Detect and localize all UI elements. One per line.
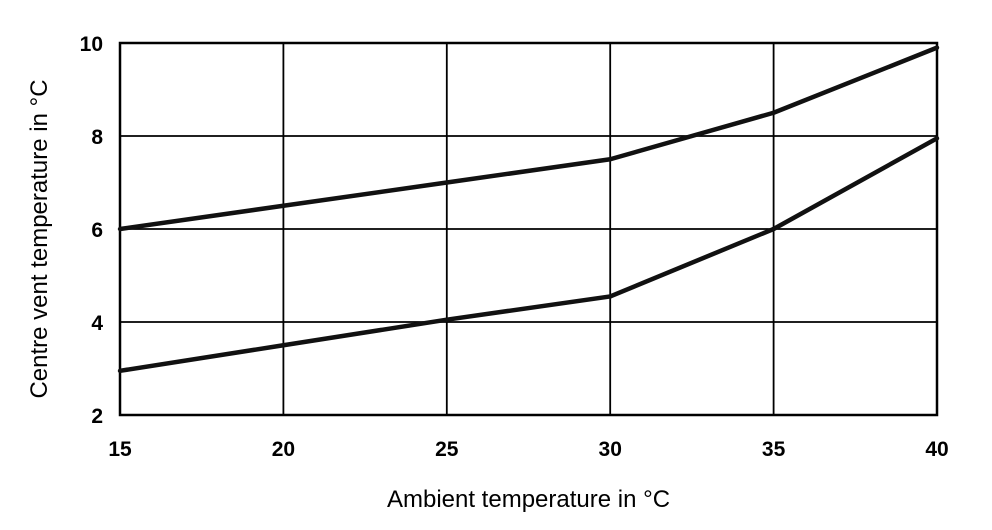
data-point — [117, 226, 123, 232]
y-tick-label: 6 — [91, 219, 103, 242]
y-axis-label: Centre vent temperature in °C — [26, 79, 53, 398]
data-point — [934, 136, 940, 141]
x-tick-label: 25 — [435, 438, 459, 461]
y-tick-label: 10 — [80, 33, 103, 56]
y-tick-label: 2 — [91, 405, 103, 428]
x-tick-label: 30 — [599, 438, 622, 461]
x-tick-label: 15 — [108, 438, 132, 461]
series-layer — [117, 45, 940, 374]
data-point — [608, 157, 613, 162]
x-axis-label: Ambient temperature in °C — [387, 486, 670, 513]
series-line-2 — [119, 136, 939, 374]
data-point — [117, 368, 123, 374]
data-point — [771, 226, 776, 232]
x-tick-label: 20 — [272, 438, 295, 461]
y-tick-label: 8 — [91, 126, 103, 149]
y-tick-labels: 2 4 6 8 10 — [80, 33, 104, 428]
data-point — [444, 317, 449, 322]
x-tick-label: 35 — [762, 438, 786, 461]
data-point — [281, 203, 286, 208]
data-point — [444, 180, 449, 185]
data-point — [934, 45, 940, 50]
series-line-1 — [119, 45, 938, 232]
x-tick-labels: 15 20 25 30 35 40 — [108, 438, 948, 461]
data-point — [608, 294, 613, 299]
x-tick-label: 40 — [925, 438, 948, 461]
y-tick-label: 4 — [91, 312, 103, 335]
data-point — [771, 110, 776, 115]
data-point — [281, 343, 286, 348]
